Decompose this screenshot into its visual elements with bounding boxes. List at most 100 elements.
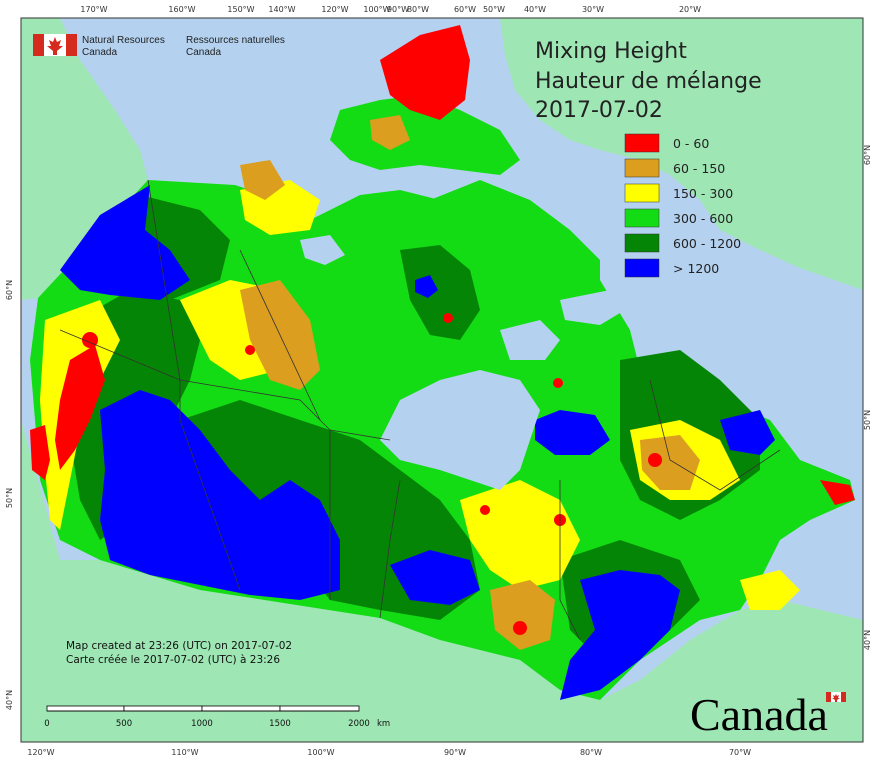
legend-swatch [624, 158, 660, 178]
wordmark-text: Canada [690, 689, 828, 740]
top-tick-label: 80°W [407, 5, 429, 14]
bottom-tick-label: 110°W [171, 748, 198, 757]
wordmark-flag-icon [826, 692, 846, 702]
map-border [20, 17, 864, 743]
title-french: Hauteur de mélange [535, 69, 762, 94]
legend-swatch [624, 233, 660, 253]
zone-0-60-spot [513, 621, 527, 635]
scale-unit-label: km [377, 719, 390, 729]
legend-label: 150 - 300 [673, 186, 733, 201]
bottom-tick-label: 100°W [307, 748, 334, 757]
left-tick-label: 60°N [5, 280, 14, 300]
zone-0-60-atlantic [820, 480, 855, 505]
credit-french: Carte créée le 2017-07-02 (UTC) à 23:26 [66, 654, 280, 666]
canada-flag-icon [33, 34, 77, 56]
baffin-island [430, 180, 600, 300]
top-tick-label: 40°W [524, 5, 546, 14]
legend-swatch [624, 183, 660, 203]
scale-tick-label: 2000 [348, 719, 370, 729]
zone-150-300-hudson [460, 480, 580, 590]
canada-wordmark: Canada [690, 689, 846, 740]
top-tick-label: 140°W [268, 5, 295, 14]
left-tick-label: 40°N [5, 690, 14, 710]
bottom-tick-label: 120°W [27, 748, 54, 757]
top-tick-label: 90°W [387, 5, 409, 14]
zone-0-60-coast-south [30, 425, 50, 480]
top-tick-label: 50°W [483, 5, 505, 14]
ellesmere-island [380, 25, 470, 120]
greenland-landmass [500, 18, 863, 290]
usa-landmass [21, 420, 863, 742]
zone-60-150-ontario [490, 580, 555, 650]
right-tick-label: 60°N [863, 145, 872, 165]
legend-label: > 1200 [673, 261, 719, 276]
scale-tick-label: 500 [116, 719, 132, 729]
zone-60-150-quebec [640, 435, 700, 490]
zone-600-1200-nunavut [400, 245, 480, 340]
alaska-landmass [21, 18, 148, 300]
zone-0-60-spot [553, 378, 563, 388]
zone-gt1200-quebec-east [720, 410, 775, 455]
top-graticule: 170°W 160°W 150°W 140°W 120°W 100°W 90°W… [80, 5, 701, 14]
zone-60-150-arctic [240, 160, 285, 200]
top-tick-label: 100°W [363, 5, 390, 14]
top-tick-label: 170°W [80, 5, 107, 14]
map-title: Mixing Height Hauteur de mélange 2017-07… [535, 39, 762, 123]
bottom-tick-label: 80°W [580, 748, 602, 757]
scale-bar: 0 500 1000 1500 2000 km [44, 705, 390, 729]
legend-label: 300 - 600 [673, 211, 733, 226]
right-tick-label: 50°N [863, 410, 872, 430]
scale-tick-label: 0 [44, 719, 49, 729]
zone-gt1200-nunavut-small [415, 275, 438, 298]
province-borders [59, 179, 781, 641]
title-date: 2017-07-02 [535, 98, 663, 123]
zone-gt1200-bc-alberta [100, 390, 340, 600]
agency-en-line1: Natural Resources [82, 35, 165, 46]
agency-signature: Natural Resources Canada Ressources natu… [33, 34, 285, 58]
top-tick-label: 20°W [679, 5, 701, 14]
hudson-strait [560, 290, 625, 325]
top-tick-label: 160°W [168, 5, 195, 14]
top-tick-label: 30°W [582, 5, 604, 14]
zone-150-300-atlantic [740, 570, 800, 610]
scale-tick-label: 1500 [269, 719, 291, 729]
agency-en-line2: Canada [82, 47, 117, 58]
bottom-tick-label: 90°W [444, 748, 466, 757]
legend-label: 0 - 60 [673, 136, 709, 151]
zone-gt1200-manitoba [390, 550, 480, 605]
hudson-bay [380, 370, 540, 490]
zone-0-60-bc-coast [55, 345, 105, 470]
left-tick-label: 50°N [5, 488, 14, 508]
legend-swatch [624, 258, 660, 278]
top-tick-label: 60°W [454, 5, 476, 14]
zone-0-60-spot [480, 505, 490, 515]
top-tick-label: 120°W [321, 5, 348, 14]
legend-swatch [624, 133, 660, 153]
legend-label: 60 - 150 [673, 161, 725, 176]
zone-0-60-spot [245, 345, 255, 355]
arctic-islands [330, 95, 520, 175]
zone-60-150-baffin [370, 115, 410, 150]
foxe-basin [500, 320, 560, 360]
beaufort-inlet [300, 235, 345, 265]
zone-0-60-spot [443, 313, 453, 323]
top-tick-label: 150°W [227, 5, 254, 14]
zone-gt1200-yukon [60, 185, 190, 300]
zone-0-60-spot [648, 453, 662, 467]
title-english: Mixing Height [535, 39, 687, 64]
agency-fr-line1: Ressources naturelles [186, 35, 285, 46]
credit-english: Map created at 23:26 (UTC) on 2017-07-02 [66, 640, 292, 652]
legend: 0 - 60 60 - 150 150 - 300 300 - 600 600 … [624, 133, 741, 278]
right-tick-label: 40°N [863, 630, 872, 650]
scale-tick-label: 1000 [191, 719, 213, 729]
bottom-tick-label: 70°W [729, 748, 751, 757]
agency-fr-line2: Canada [186, 47, 221, 58]
bottom-graticule: 120°W 110°W 100°W 90°W 80°W 70°W [27, 748, 751, 757]
legend-swatch [624, 208, 660, 228]
zone-gt1200-quebec-north [535, 410, 610, 455]
right-graticule: 60°N 50°N 40°N [863, 145, 872, 650]
left-graticule: 60°N 50°N 40°N [5, 280, 14, 710]
zone-gt1200-southern-ontario [560, 570, 680, 700]
legend-label: 600 - 1200 [673, 236, 741, 251]
